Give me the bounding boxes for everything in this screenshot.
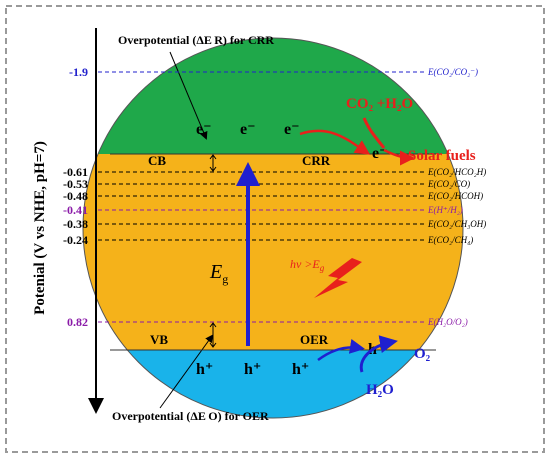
level-value: -0.53 — [63, 177, 88, 191]
level-label: E(CO₂/CO) — [427, 179, 470, 189]
level-label: E(H⁺/H₂) — [427, 205, 463, 215]
electron-3: e⁻ — [284, 121, 300, 138]
hole-transfer-arrow — [317, 338, 365, 362]
electron-transfer-arrow — [299, 129, 371, 155]
overpotential-oer-pointer — [159, 334, 214, 409]
level-value: -0.48 — [63, 189, 88, 203]
frame-border — [5, 5, 545, 453]
solar-fuels-label: Solar fuels — [408, 148, 476, 164]
level-label: E(CO₂/CH₄) — [427, 235, 473, 245]
h2o-label: H₂O — [366, 382, 394, 398]
hole-3: h⁺ — [292, 361, 309, 378]
y-axis-label: Potenial (V vs NHE, pH=7) — [32, 141, 48, 315]
semiconductor-sphere — [83, 38, 463, 418]
o2-label: O₂ — [414, 346, 431, 362]
cb-label: CB — [148, 153, 166, 168]
hole-2: h⁺ — [244, 361, 261, 378]
electron-1: e⁻ — [196, 121, 212, 138]
crr-label: CRR — [302, 153, 331, 168]
overpotential-oer-label: Overpotential (ΔE O) for OER — [112, 409, 269, 423]
fuel-output-arrow — [383, 148, 415, 166]
electron-4: e⁻ — [372, 145, 388, 162]
o2-output-arrow — [359, 335, 398, 373]
overpotential-crr-pointer — [169, 51, 208, 140]
cb-electron-region — [83, 38, 463, 154]
bandgap-symbol: Eg — [209, 261, 228, 286]
bandgap-region — [83, 154, 463, 350]
photon-label: hv >Eg — [290, 257, 325, 273]
lightning-icon — [314, 258, 362, 298]
level-label: E(CO₂/HCOH) — [427, 191, 483, 201]
hole-1: h⁺ — [196, 361, 213, 378]
level-value: -0.24 — [63, 233, 88, 247]
level-label: E(CO₂/HCO₂H) — [427, 167, 486, 177]
level-value: -0.38 — [63, 217, 88, 231]
level-label: E(CO₂/CH₃OH) — [427, 219, 486, 229]
level-value: -1.9 — [69, 65, 88, 79]
crr-gap-arrow — [209, 154, 217, 172]
oer-label: OER — [300, 332, 329, 347]
electron-2: e⁻ — [240, 121, 256, 138]
oer-gap-arrow — [209, 322, 217, 348]
co2-h2o-label: CO₂ +H₂O — [346, 96, 413, 112]
vb-label: VB — [150, 332, 168, 347]
level-label: E(H₂O/O₂) — [427, 317, 468, 327]
level-value: -0.41 — [63, 203, 88, 217]
overpotential-crr-label: Overpotential (ΔE R) for CRR — [118, 33, 274, 47]
level-value: -0.61 — [63, 165, 88, 179]
level-value: 0.82 — [67, 315, 88, 329]
level-label: E(CO₂/CO₂⁻) — [427, 67, 478, 77]
sphere-outline — [82, 37, 464, 419]
redox-levels: -1.9 E(CO₂/CO₂⁻) -0.61 E(CO₂/HCO₂H) -0.53 E(C… — [63, 65, 486, 329]
co2-input-curve — [362, 117, 386, 149]
